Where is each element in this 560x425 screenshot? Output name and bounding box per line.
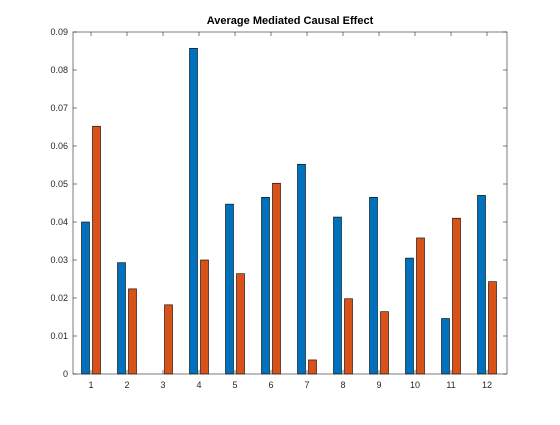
x-tick-label: 8 [340,380,345,390]
x-tick-label: 11 [446,380,455,390]
plot-area [73,32,507,374]
bar-series-1-5 [225,203,234,375]
x-tick-label: 10 [410,380,420,390]
ticks-layer: 00.010.020.030.040.050.060.070.080.091 2 3… [50,27,507,390]
bar-series-2-8 [344,298,353,375]
bar-series-1-4 [189,48,198,375]
bar-series-2-11 [452,217,461,375]
y-tick-label: 0 [63,369,68,379]
x-tick-label: 9 [376,380,381,390]
y-tick-label: 0.04 [50,217,68,227]
x-tick-label: 2 [124,380,129,390]
y-tick-label: 0.08 [50,65,68,75]
x-tick-label: 1 [88,380,93,390]
bar-series-2-6 [272,182,281,375]
bar-series-2-1 [92,125,101,375]
bar-series-1-7 [297,163,306,375]
bar-series-2-4 [200,259,209,375]
bar-series-2-7 [308,359,317,375]
plot-frame [72,31,508,375]
bar-series-1-1 [81,221,90,375]
y-tick-label: 0.07 [50,103,68,113]
bar-series-1-8 [333,216,342,375]
bar-series-2-9 [380,311,389,375]
x-tick-label: 5 [232,380,237,390]
chart-title: Average Mediated Causal Effect [207,15,374,27]
bar-series-2-2 [128,288,137,375]
x-tick-label: 6 [268,380,273,390]
y-tick-label: 0.02 [50,293,68,303]
bar-series-2-3 [164,304,173,375]
y-tick-label: 0.09 [50,27,68,37]
x-tick-label: 3 [160,380,165,390]
bar-series-2-5 [236,273,245,375]
bar-series-2-12 [488,281,497,375]
y-tick-label: 0.06 [50,141,68,151]
x-tick-label: 7 [304,380,309,390]
bar-series-1-12 [477,195,486,375]
y-tick-label: 0.05 [50,179,68,189]
bar-series-1-9 [369,197,378,375]
x-tick-label: 12 [482,380,492,390]
bar-series-1-11 [441,318,450,375]
y-tick-label: 0.01 [50,331,68,341]
bar-series-1-2 [117,262,126,375]
bar-series-2-10 [416,237,425,375]
bar-series-1-10 [405,257,414,375]
y-tick-label: 0.03 [50,255,68,265]
bar-series-1-6 [261,197,270,375]
x-tick-label: 4 [196,380,201,390]
